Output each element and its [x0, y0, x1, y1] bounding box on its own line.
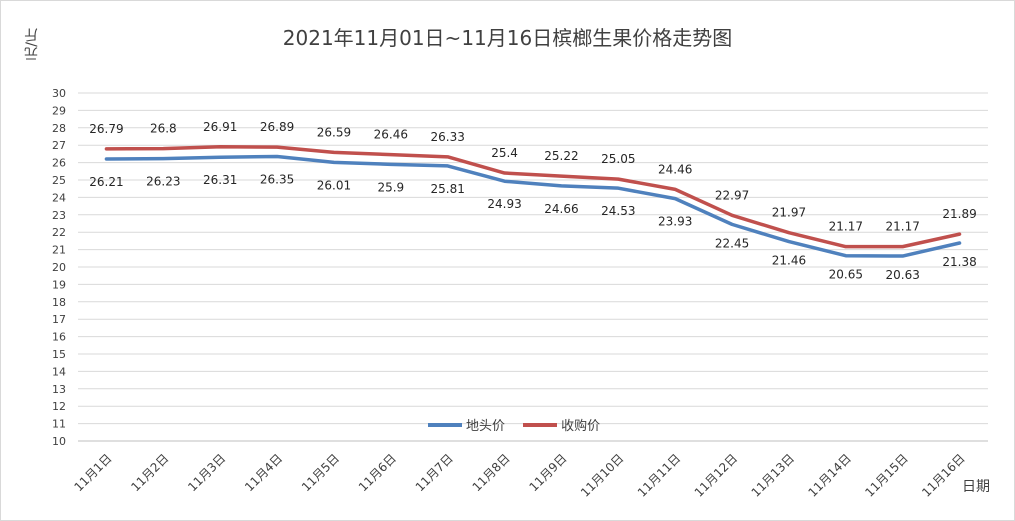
- x-tick-label: 11月14日: [805, 451, 853, 499]
- data-label: 26.21: [89, 175, 123, 189]
- legend-item-dito: 地头价: [428, 415, 505, 434]
- y-tick-label: 11: [52, 418, 66, 431]
- data-label: 26.91: [203, 120, 237, 134]
- data-label: 21.17: [886, 220, 920, 234]
- data-label: 26.01: [317, 178, 351, 192]
- x-tick-label: 11月16日: [919, 451, 967, 499]
- y-tick-label: 21: [52, 244, 66, 257]
- data-label: 21.17: [829, 220, 863, 234]
- y-tick-label: 24: [52, 191, 66, 204]
- x-tick-label: 11月13日: [749, 451, 797, 499]
- data-label: 21.46: [772, 254, 806, 268]
- series-line-shougou: [104, 145, 962, 249]
- data-label: 26.89: [260, 120, 294, 134]
- y-tick-label: 13: [52, 383, 66, 396]
- x-tick-label: 11月8日: [470, 451, 513, 494]
- data-label: 25.81: [431, 182, 465, 196]
- data-label: 25.05: [601, 152, 635, 166]
- x-tick-label: 11月7日: [413, 451, 456, 494]
- x-tick-label: 11月5日: [299, 451, 342, 494]
- y-tick-label: 28: [52, 122, 66, 135]
- data-label: 23.93: [658, 215, 692, 229]
- x-tick-label: 11月2日: [128, 451, 171, 494]
- data-label: 21.97: [772, 206, 806, 220]
- y-tick-label: 10: [52, 435, 66, 448]
- x-tick-label: 11月1日: [71, 451, 114, 494]
- data-label: 22.97: [715, 188, 749, 202]
- y-tick-label: 12: [52, 400, 66, 413]
- y-tick-label: 20: [52, 261, 66, 274]
- legend: 地头价 收购价: [428, 415, 614, 434]
- data-label: 22.45: [715, 236, 749, 250]
- y-tick-label: 15: [52, 348, 66, 361]
- data-label: 26.79: [89, 122, 123, 136]
- y-tick-label: 22: [52, 226, 66, 239]
- chart-title: 2021年11月01日~11月16日槟榔生果价格走势图: [282, 26, 733, 50]
- data-label: 24.46: [658, 162, 692, 176]
- y-tick-label: 18: [52, 296, 66, 309]
- data-label: 26.35: [260, 173, 294, 187]
- data-label: 24.93: [487, 197, 521, 211]
- data-label: 26.23: [146, 175, 180, 189]
- x-tick-label: 11月6日: [356, 451, 399, 494]
- data-label: 25.4: [491, 146, 518, 160]
- y-tick-label: 30: [52, 87, 66, 100]
- legend-swatch-dito: [428, 422, 462, 427]
- y-tick-label: 23: [52, 209, 66, 222]
- y-tick-label: 27: [52, 139, 66, 152]
- data-label: 25.22: [544, 149, 578, 163]
- series-line-dito: [104, 154, 962, 258]
- data-label: 21.38: [942, 255, 976, 269]
- data-label: 24.53: [601, 204, 635, 218]
- y-tick-label: 17: [52, 313, 66, 326]
- legend-label-dito: 地头价: [466, 419, 506, 434]
- data-label: 26.33: [431, 130, 465, 144]
- legend-label-shougou: 收购价: [561, 419, 601, 434]
- data-label: 24.66: [544, 202, 578, 216]
- data-label: 26.59: [317, 125, 351, 139]
- x-tick-label: 11月9日: [526, 451, 569, 494]
- x-tick-label: 11月4日: [242, 451, 285, 494]
- y-tick-label: 16: [52, 331, 66, 344]
- x-tick-label: 11月12日: [692, 451, 740, 499]
- y-tick-label: 19: [52, 278, 66, 291]
- legend-swatch-shougou: [523, 422, 558, 427]
- x-tick-label: 11月11日: [635, 451, 683, 499]
- x-tick-label: 11月15日: [862, 451, 910, 499]
- x-tick-label: 11月3日: [185, 451, 228, 494]
- data-label: 21.89: [942, 207, 976, 221]
- data-label: 25.9: [377, 180, 404, 194]
- legend-item-shougou: 收购价: [523, 415, 600, 434]
- data-label: 26.8: [150, 122, 177, 136]
- x-tick-label: 11月10日: [578, 451, 626, 499]
- y-tick-label: 29: [52, 104, 66, 117]
- y-tick-label: 26: [52, 157, 66, 170]
- y-tick-label: 25: [52, 174, 66, 187]
- data-label: 20.65: [829, 268, 863, 282]
- y-tick-label: 14: [52, 365, 66, 378]
- data-label: 26.31: [203, 173, 237, 187]
- data-label: 26.46: [374, 128, 408, 142]
- data-label: 20.63: [886, 268, 920, 282]
- x-axis-label: 日期: [962, 479, 990, 495]
